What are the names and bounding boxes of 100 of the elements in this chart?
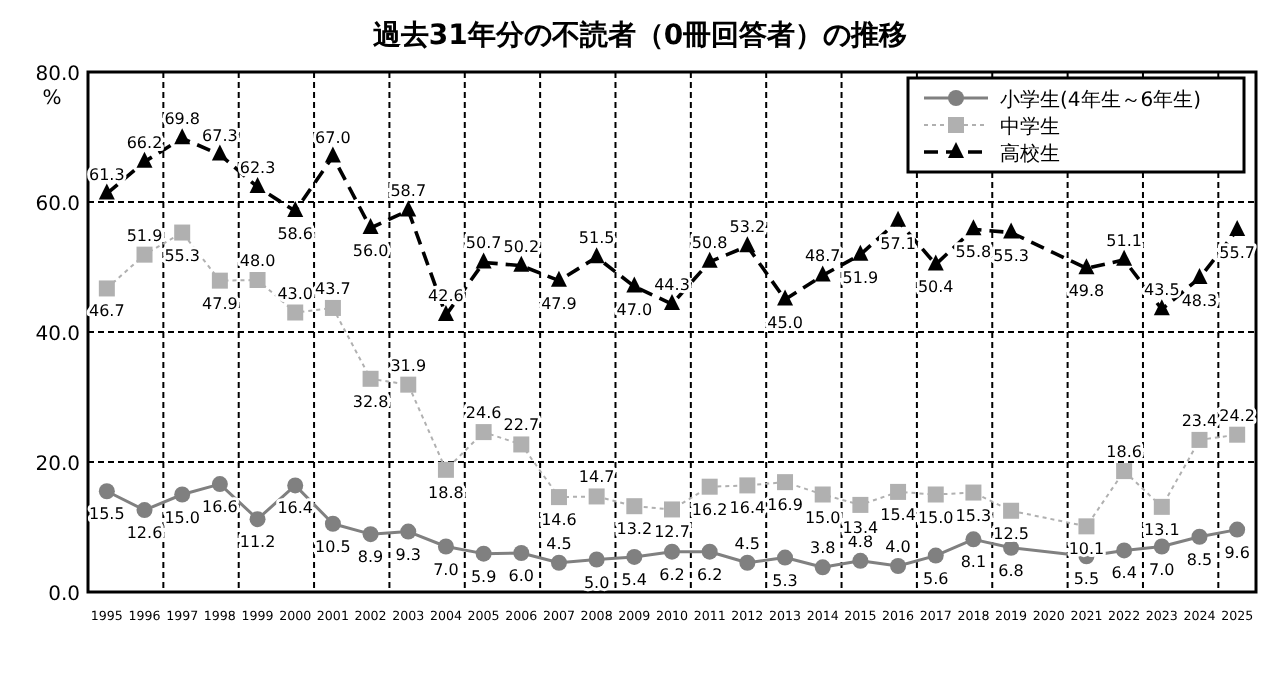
point: [890, 483, 907, 500]
data-label: 43.0: [277, 284, 314, 303]
data-label: 4.5: [546, 534, 572, 553]
data-label: 16.9: [767, 496, 803, 515]
point: [965, 484, 982, 501]
point: [664, 501, 680, 518]
data-label: 57.1: [880, 234, 916, 253]
data-label: 11.2: [239, 533, 276, 552]
point: [324, 515, 341, 532]
y-tick-label: 60.0: [35, 194, 80, 216]
point: [1229, 219, 1246, 236]
point: [136, 151, 153, 168]
data-label: 56.0: [352, 242, 389, 260]
point: [475, 545, 492, 562]
data-label: 6.4: [1111, 564, 1137, 583]
point: [362, 370, 379, 387]
data-label: 24.2: [1219, 406, 1255, 425]
data-label: 69.8: [164, 110, 201, 129]
data-label: 62.3: [239, 159, 276, 178]
data-label: 13.4: [842, 518, 879, 537]
data-label: 31.9: [390, 356, 427, 375]
point: [287, 477, 304, 494]
data-label: 23.4: [1181, 411, 1218, 430]
point: [965, 219, 982, 236]
data-label: 6.2: [659, 565, 685, 584]
point: [211, 144, 228, 161]
data-label: 4.0: [885, 538, 911, 556]
point: [814, 486, 831, 503]
data-label: 48.0: [239, 252, 276, 270]
point: [739, 236, 756, 253]
data-label: 22.7: [503, 416, 540, 435]
data-label: 16.4: [277, 499, 314, 518]
data-label: 10.1: [1068, 540, 1105, 559]
point: [324, 146, 341, 163]
point: [777, 474, 794, 491]
point: [927, 547, 944, 564]
data-label: 16.2: [691, 500, 728, 519]
data-label: 55.8: [955, 243, 992, 262]
point: [588, 551, 605, 568]
data-label: 13.2: [616, 520, 653, 539]
data-label: 47.0: [616, 300, 653, 319]
legend-label: 中学生: [1000, 115, 1060, 139]
point: [362, 218, 379, 234]
point: [211, 476, 228, 493]
point: [513, 545, 530, 561]
data-label: 16.6: [202, 498, 238, 517]
point: [927, 486, 944, 503]
data-label: 18.8: [428, 483, 464, 502]
data-label: 5.5: [1073, 570, 1100, 589]
point: [362, 526, 379, 543]
data-label: 15.0: [164, 508, 201, 527]
data-label: 67.3: [202, 126, 238, 145]
y-tick-label: 40.0: [35, 324, 80, 346]
data-label: 47.9: [541, 294, 577, 313]
data-label: 18.6: [1106, 443, 1142, 462]
point: [664, 294, 680, 311]
point: [965, 531, 982, 548]
chart-title: 過去31年分の不読者（0冊回答者）の推移: [370, 18, 908, 52]
data-label: 55.3: [993, 246, 1029, 265]
point: [890, 210, 907, 227]
data-label: 44.3: [654, 276, 690, 295]
point: [890, 558, 907, 574]
point: [1229, 521, 1246, 538]
point: [287, 201, 304, 218]
point: [1003, 539, 1020, 556]
data-label: 48.7: [804, 247, 841, 266]
point: [550, 489, 567, 506]
data-label: 55.3: [164, 246, 201, 265]
point: [400, 523, 417, 540]
point: [1191, 268, 1208, 285]
data-label: 32.8: [352, 392, 389, 411]
data-label: 15.5: [89, 505, 125, 524]
data-label: 49.8: [1068, 282, 1105, 301]
point: [174, 486, 191, 503]
data-label: 4.8: [847, 532, 874, 551]
point: [777, 549, 794, 566]
data-label: 58.6: [277, 225, 314, 244]
data-label: 5.3: [772, 571, 798, 590]
point: [475, 424, 492, 441]
data-label: 45.0: [767, 313, 803, 332]
point: [1003, 222, 1020, 239]
data-label: 5.4: [621, 570, 648, 589]
point: [626, 498, 643, 515]
point: [1191, 528, 1208, 545]
data-label: 15.0: [804, 508, 841, 527]
point: [701, 251, 718, 268]
point: [1116, 249, 1133, 266]
data-label: 5.0: [583, 573, 610, 592]
point: [550, 554, 567, 571]
data-label: 12.7: [654, 523, 690, 542]
point: [814, 265, 831, 282]
point: [437, 538, 454, 555]
point: [136, 502, 153, 519]
point: [136, 246, 153, 263]
data-label: 8.9: [357, 548, 384, 567]
data-label: 12.5: [993, 524, 1029, 543]
point: [852, 244, 869, 261]
point: [927, 254, 944, 271]
point: [1153, 299, 1170, 316]
data-label: 51.1: [1106, 231, 1142, 250]
